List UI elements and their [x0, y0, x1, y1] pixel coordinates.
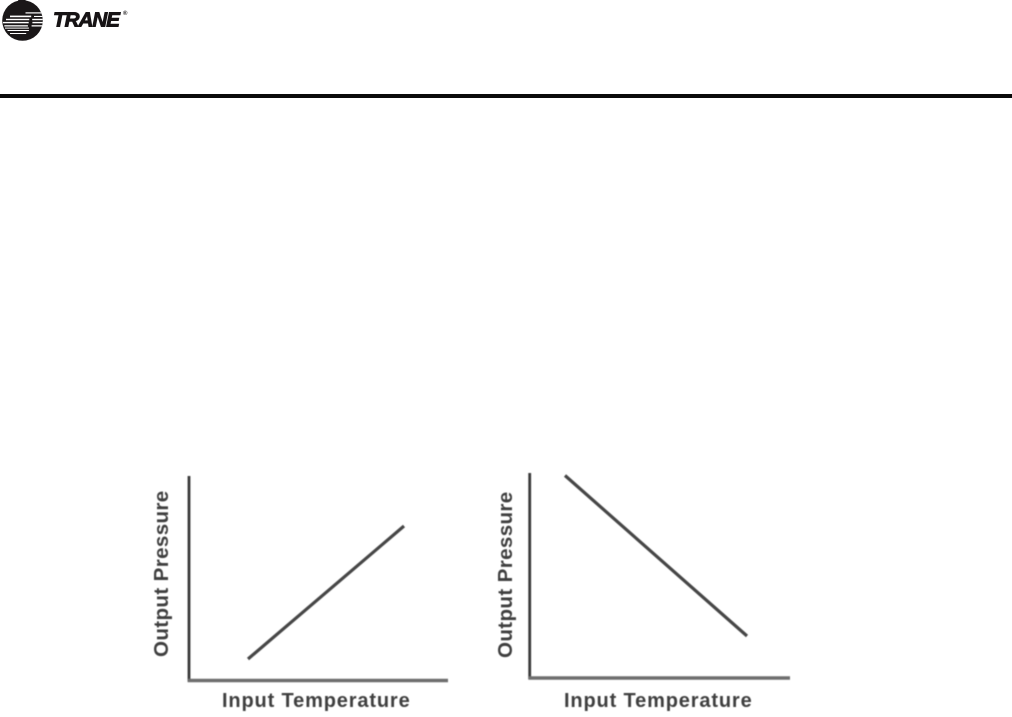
svg-text:®: ® — [123, 10, 128, 17]
svg-text:TRANE: TRANE — [53, 9, 121, 32]
